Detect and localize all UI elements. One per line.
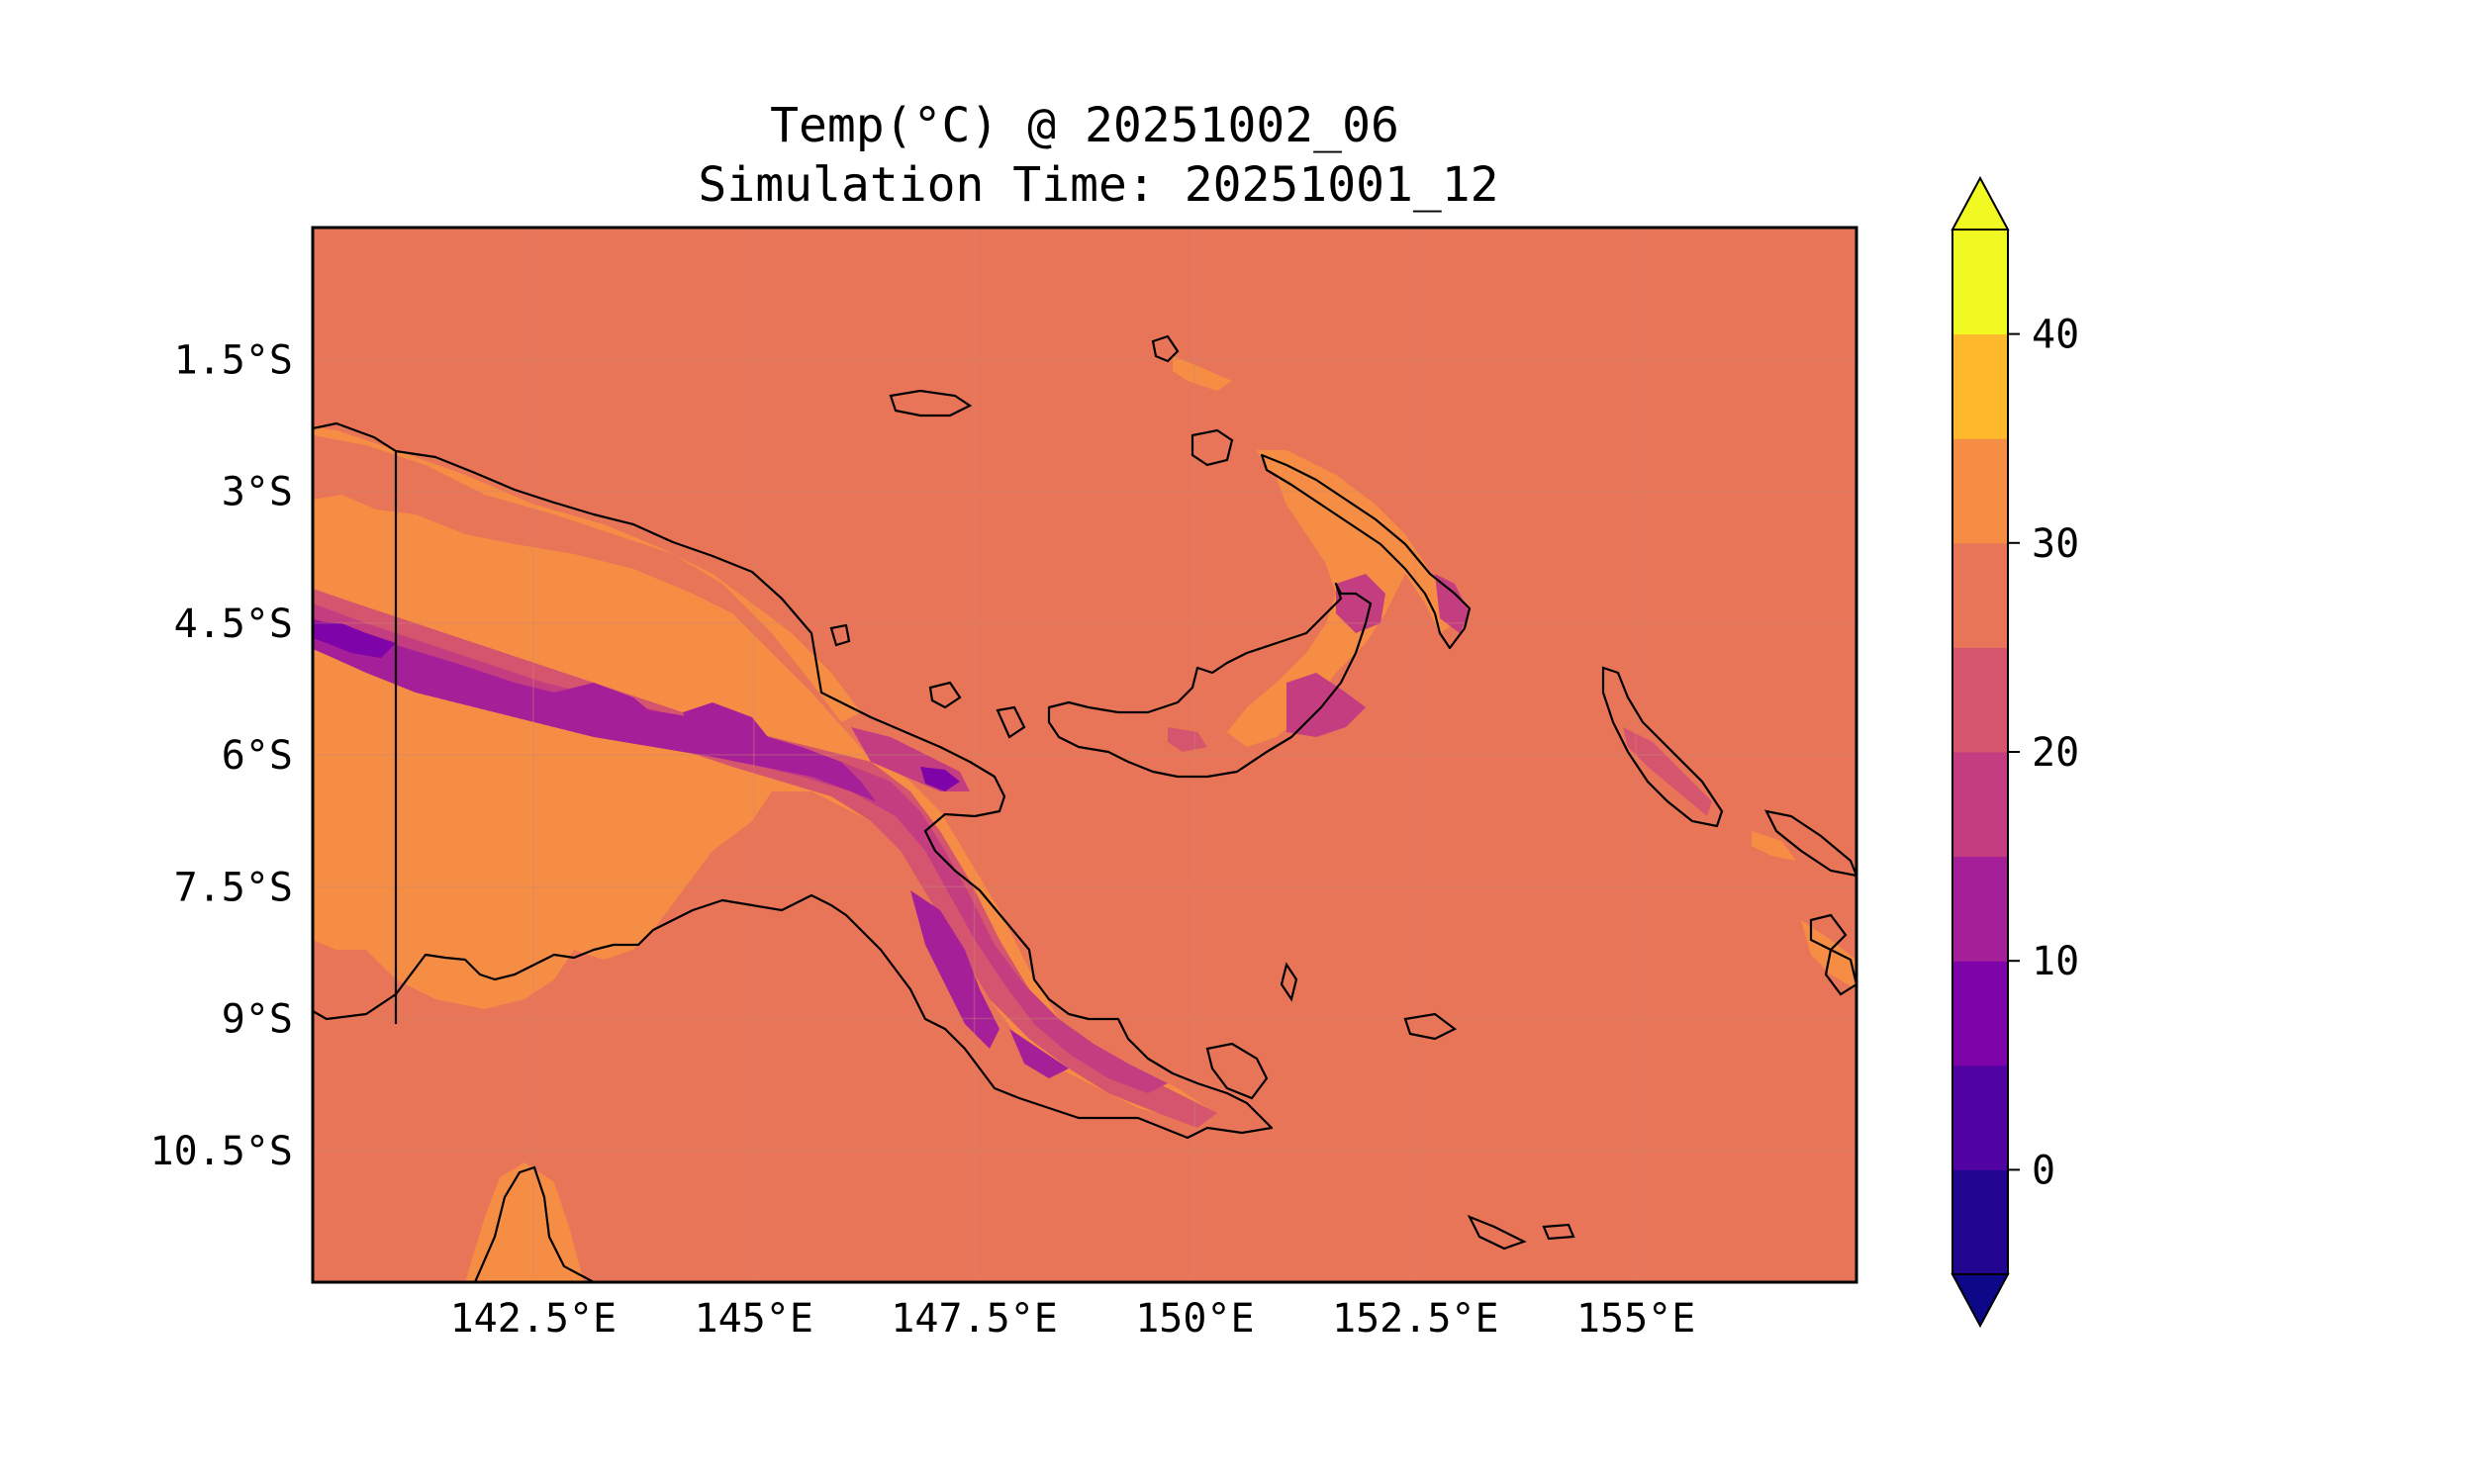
colorbar-extend-min (1951, 1273, 2010, 1329)
colorbar-segment (1952, 961, 2008, 1067)
lat-tick-label: 9°S (222, 997, 293, 1043)
title-line-2: Simulation Time: 20251001_12 (698, 157, 1498, 213)
contour-20-25-highlands (313, 589, 1217, 1128)
longitude-tick-labels: 142.5°E 145°E 147.5°E 150°E 152.5°E 155°E (450, 1296, 1696, 1342)
contour-20-25-new-ireland (1435, 574, 1470, 633)
colorbar-segment (1952, 856, 2008, 962)
colorbar-segment (1952, 647, 2008, 753)
lat-tick-label: 6°S (222, 733, 293, 779)
lat-tick-label: 7.5°S (174, 865, 293, 910)
colorbar-tick-label: 0 (2032, 1148, 2055, 1193)
latitude-tick-labels: 1.5°S 3°S 4.5°S 6°S 7.5°S 9°S 10.5°S (150, 337, 294, 1174)
contour-30-35-bougainville (1752, 831, 1796, 861)
lon-tick-label: 150°E (1135, 1296, 1254, 1342)
contour-20-25-bougainville (1623, 727, 1712, 816)
coastline-solomon-2 (1809, 913, 1848, 952)
lon-tick-label: 155°E (1576, 1296, 1695, 1342)
coastline-admiralty-2 (1151, 334, 1180, 363)
contour-10-15-central-peaks-2 (683, 702, 772, 762)
coastline-louisiade-2 (1403, 1012, 1458, 1041)
contour-30-35-new-britain (1227, 465, 1405, 747)
contour-10-15-owen-stanley (1009, 1029, 1069, 1078)
contour-10-15-huon (920, 767, 960, 791)
coastline-trobriand (1280, 962, 1298, 1002)
lon-tick-label: 145°E (695, 1296, 813, 1342)
coastline-louisiade-4 (1542, 1223, 1575, 1241)
coastline-bougainville (1601, 666, 1724, 828)
coastline-manus (1190, 428, 1234, 467)
contour-30-35-lowland-west (313, 495, 920, 1009)
coastline-solomon-3 (1824, 948, 1856, 996)
lon-tick-label: 142.5°E (450, 1296, 618, 1342)
coastline-louisiade (1205, 1042, 1269, 1100)
coastline-small-island-3 (829, 623, 851, 647)
lat-tick-label: 3°S (222, 470, 293, 515)
contour-10-15-eastern-ridge (910, 890, 999, 1049)
contour-10-15-central-peaks (554, 683, 663, 742)
colorbar-tick-label: 20 (2032, 730, 2079, 776)
colorbar-segment (1952, 438, 2008, 544)
lat-tick-label: 1.5°S (174, 337, 293, 383)
coastline-small-island-2 (996, 705, 1026, 739)
colorbar-tick-label: 10 (2032, 939, 2079, 984)
coastline-new-guinea (313, 421, 1274, 1140)
contour-20-25-new-britain-east (1336, 574, 1385, 633)
colorbar-segment (1952, 1169, 2008, 1275)
coastline-new-britain (1047, 582, 1373, 779)
colorbar-tick-label: 40 (2032, 313, 2079, 358)
lon-tick-label: 147.5°E (891, 1296, 1058, 1342)
coastline-small-island-1 (928, 681, 962, 709)
colorbar-tick-label: 30 (2032, 521, 2079, 567)
contour-30-35-manus (1173, 356, 1232, 391)
gridlines (313, 228, 1856, 1282)
title-line-1: Temp(°C) @ 20251002_06 (770, 98, 1399, 153)
colorbar-segment (1952, 542, 2008, 648)
map-frame (311, 226, 1858, 1284)
colorbar-segment (1952, 752, 2008, 858)
contour-5-10-west-peak (313, 621, 396, 658)
coastline-new-ireland (1260, 453, 1472, 650)
lon-tick-label: 152.5°E (1332, 1296, 1499, 1342)
colorbar: 0 10 20 30 40 (1951, 175, 2079, 1329)
coastline-louisiade-3 (1467, 1214, 1527, 1251)
map-panel: 142.5°E 145°E 147.5°E 150°E 152.5°E 155°E 1.5… (150, 226, 1858, 1342)
colorbar-segment (1952, 230, 2008, 335)
coastlines (313, 334, 1856, 1282)
coastline-admiralty-1 (889, 389, 973, 417)
coastline-solomon-1 (1764, 809, 1856, 878)
contour-30-35-cape-york (465, 1162, 584, 1282)
contour-20-25-new-britain-west (1168, 727, 1207, 752)
lat-tick-label: 10.5°S (150, 1129, 294, 1174)
coastline-cape-york (473, 1165, 595, 1282)
colorbar-segment (1952, 333, 2008, 439)
lat-tick-label: 4.5°S (174, 602, 293, 647)
colorbar-extend-max (1951, 175, 2010, 231)
colorbar-segment (1952, 1065, 2008, 1170)
